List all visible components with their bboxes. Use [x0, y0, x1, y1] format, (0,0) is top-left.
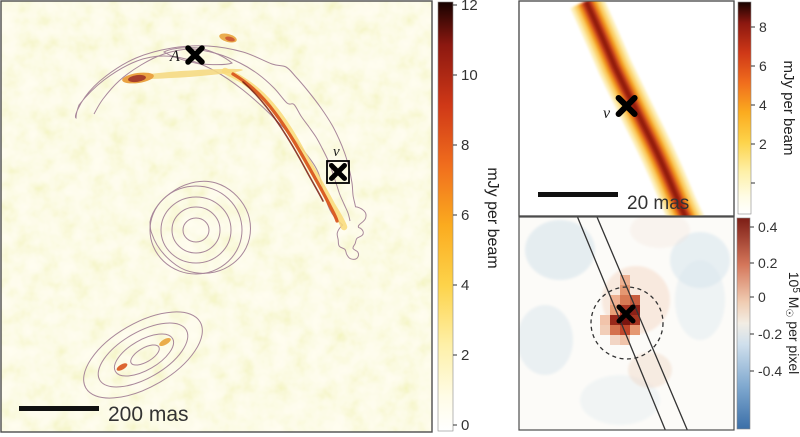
svg-text:6: 6: [759, 58, 767, 74]
svg-text:105 M☉ per pixel: 105 M☉ per pixel: [783, 272, 800, 374]
svg-text:6: 6: [461, 207, 469, 224]
svg-text:200 mas: 200 mas: [108, 403, 189, 426]
svg-text:4: 4: [759, 97, 767, 113]
svg-text:2: 2: [759, 136, 767, 152]
svg-text:0.2: 0.2: [758, 255, 778, 271]
svg-text:0: 0: [758, 289, 766, 305]
svg-text:8: 8: [461, 137, 469, 154]
svg-text:ν: ν: [603, 105, 611, 122]
svg-text:20 mas: 20 mas: [627, 193, 689, 214]
svg-text:A: A: [169, 48, 180, 65]
svg-text:4: 4: [461, 277, 469, 294]
svg-text:ν: ν: [333, 144, 340, 160]
svg-text:12: 12: [461, 0, 478, 14]
svg-text:10: 10: [461, 67, 478, 84]
svg-text:8: 8: [759, 19, 767, 35]
svg-text:mJy per beam: mJy per beam: [484, 167, 501, 268]
svg-text:0: 0: [461, 417, 469, 434]
svg-text:2: 2: [461, 347, 469, 364]
svg-text:-0.2: -0.2: [758, 326, 782, 342]
svg-text:0.4: 0.4: [758, 219, 778, 235]
svg-text:mJy per beam: mJy per beam: [780, 60, 797, 155]
svg-text:-0.4: -0.4: [758, 363, 782, 379]
